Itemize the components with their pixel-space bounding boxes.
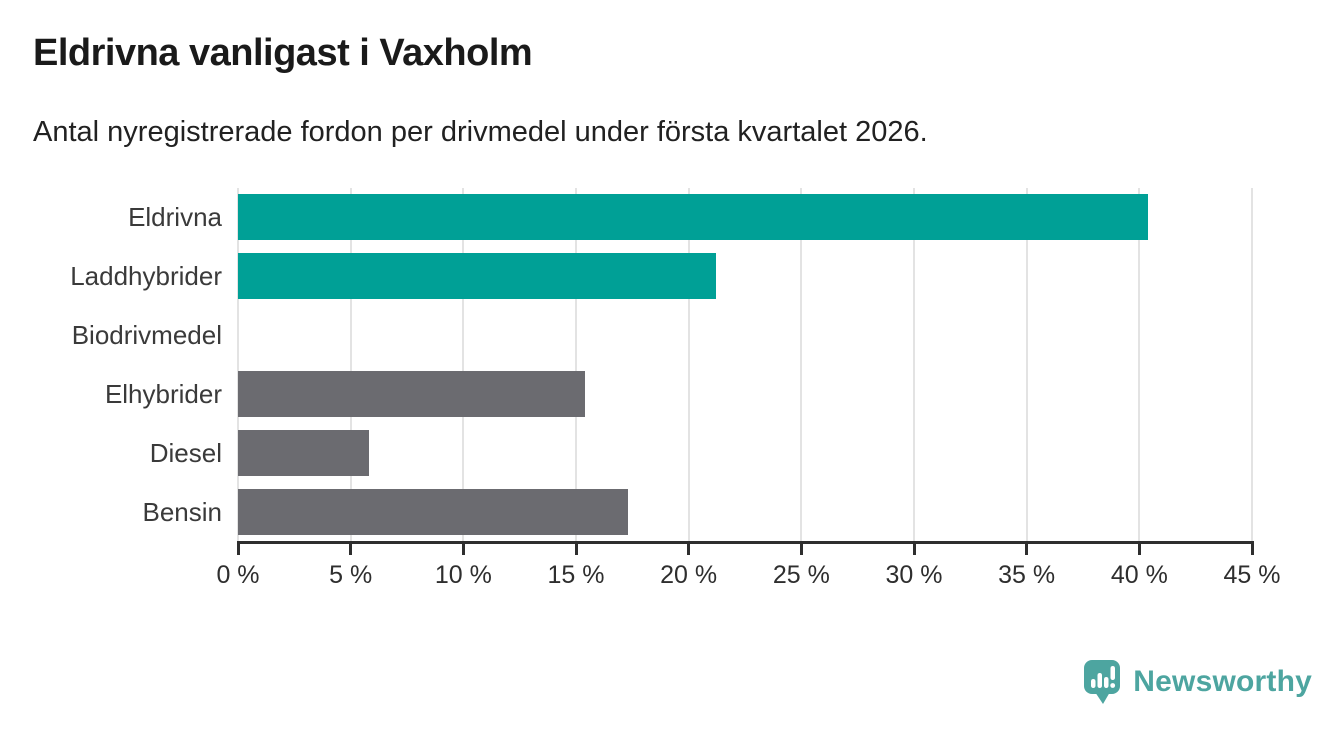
x-axis-tick [1025,541,1029,555]
category-label: Laddhybrider [70,261,222,292]
gridline [1025,188,1028,541]
x-axis-tick [461,541,465,555]
gridline [687,188,690,541]
x-tick-label: 45 % [1223,561,1281,589]
x-axis-tick [574,541,578,555]
newsworthy-logo: Newsworthy [1083,659,1312,705]
x-tick-label: 10 % [434,561,492,589]
x-tick-label: 30 % [885,561,943,589]
gridline [1251,188,1253,541]
x-axis-tick [687,541,691,555]
bar [238,253,716,300]
x-tick-label: 40 % [1110,561,1168,589]
category-label: Diesel [149,437,222,468]
gridline [349,188,352,541]
newsworthy-brand-name: Newsworthy [1133,665,1312,698]
x-axis-line [238,541,1254,544]
x-tick-label: 20 % [660,561,718,589]
x-tick-label: 15 % [547,561,605,589]
gridline [1138,188,1141,541]
bar [238,194,1149,241]
x-tick-label: 25 % [772,561,830,589]
x-tick-label: 35 % [998,561,1056,589]
gridline [237,188,239,541]
x-axis-tick [912,541,916,555]
gridline [575,188,577,541]
x-axis-tick [1250,541,1254,555]
category-label: Eldrivna [128,202,222,233]
x-tick-label: 5 % [329,561,373,589]
chart-subtitle: Antal nyregistrerade fordon per drivmede… [33,116,928,148]
x-axis-tick [349,541,353,555]
bar [238,488,628,535]
x-axis-tick [1137,541,1141,555]
x-axis-tick [236,541,240,555]
x-axis-tick [799,541,803,555]
category-label: Elhybrider [104,378,222,409]
gridline [800,188,803,541]
category-label: Biodrivmedel [71,320,222,351]
category-label: Bensin [142,496,223,527]
chart-title: Eldrivna vanligast i Vaxholm [33,32,533,74]
gridline [462,188,465,541]
x-tick-label: 0 % [216,561,260,589]
newsworthy-logo-icon [1084,660,1121,704]
bar [238,370,585,417]
gridline [913,188,915,541]
bar [238,429,369,476]
